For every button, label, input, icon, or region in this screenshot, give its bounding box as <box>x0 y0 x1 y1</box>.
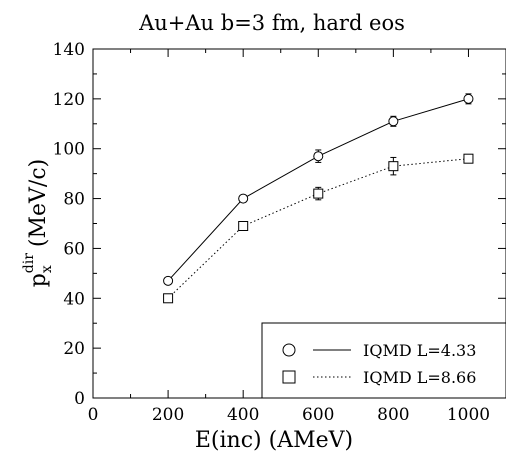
y-axis-label-sub: x <box>39 265 55 273</box>
data-point-square <box>163 293 174 304</box>
data-point-square <box>313 188 324 199</box>
data-point-circle <box>163 275 174 286</box>
x-tick-label: 0 <box>88 405 99 425</box>
x-tick-label: 200 <box>152 405 184 425</box>
series-line-2 <box>167 158 469 299</box>
series-layer <box>163 93 474 304</box>
data-point-circle <box>313 151 324 162</box>
y-tick-label: 40 <box>63 289 85 309</box>
data-point-circle <box>388 116 399 127</box>
data-point-square <box>388 161 399 172</box>
svg-text:pxdir(MeV/c): pxdir (MeV/c) <box>21 159 55 287</box>
data-point-square <box>238 220 249 231</box>
x-axis-label: E(inc) (AMeV) <box>195 428 353 453</box>
x-tick-label: 800 <box>377 405 409 425</box>
x-tick-label: 600 <box>302 405 334 425</box>
legend-label: IQMD L=4.33 <box>363 341 476 360</box>
data-point-square <box>463 153 474 164</box>
y-tick-label: 120 <box>53 90 85 110</box>
y-axis-label: pxdir (MeV/c) <box>21 159 55 287</box>
y-tick-label: 60 <box>63 239 85 259</box>
y-tick-label: 20 <box>63 339 85 359</box>
y-axis-label-sup: dir <box>21 253 37 273</box>
legend-marker-square <box>282 370 296 384</box>
x-tick-label: 1000 <box>447 405 490 425</box>
y-tick-label: 100 <box>53 140 85 160</box>
legend-marker-circle <box>282 343 296 357</box>
tick-labels: 0 200 400 600 800 1000 0 20 40 60 80 100 120 140 <box>53 40 491 425</box>
y-tick-label: 140 <box>53 40 85 60</box>
y-tick-label: 0 <box>74 389 85 409</box>
legend <box>261 322 506 399</box>
data-point-circle <box>238 193 249 204</box>
y-axis-label-base: p <box>26 273 51 287</box>
legend-items: IQMD L=4.33 IQMD L=8.66 <box>282 341 476 387</box>
x-tick-label: 400 <box>227 405 259 425</box>
chart-title: Au+Au b=3 fm, hard eos <box>138 11 405 35</box>
y-axis-label-unit: (MeV/c) <box>26 159 51 247</box>
legend-label: IQMD L=8.66 <box>363 368 476 387</box>
y-tick-label: 80 <box>63 190 85 210</box>
data-point-circle <box>463 93 474 104</box>
